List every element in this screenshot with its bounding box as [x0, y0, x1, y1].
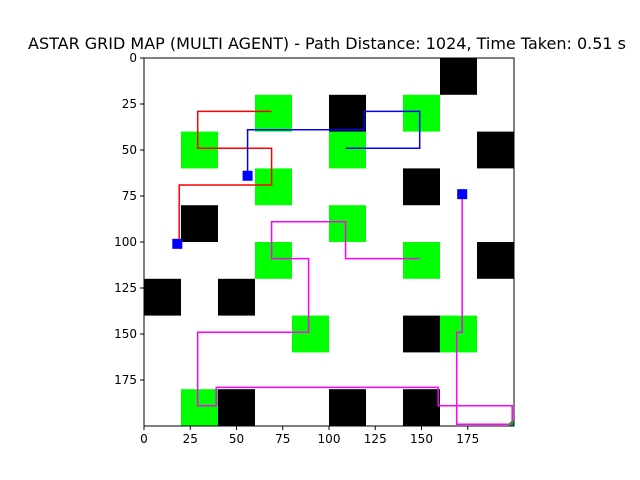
y-tick-label: 150	[114, 327, 137, 341]
obstacle-cell	[144, 278, 181, 316]
x-tick-label: 125	[364, 432, 387, 446]
agent-path-3	[196, 194, 513, 425]
obstacle-cell	[329, 94, 366, 132]
obstacle-cell	[329, 389, 366, 426]
obstacle-cell	[440, 58, 477, 95]
goal-cell	[255, 242, 292, 279]
x-tick-label: 100	[318, 432, 341, 446]
goal-cell	[181, 131, 218, 169]
y-tick-label: 125	[114, 281, 137, 295]
y-tick-label: 175	[114, 373, 137, 387]
goal-cell	[403, 94, 440, 132]
goal-cell	[329, 131, 366, 169]
obstacle-cell	[218, 278, 255, 316]
agent-path-1	[178, 110, 273, 244]
goal-cell	[255, 168, 292, 206]
goal-cell	[292, 315, 329, 353]
y-tick-label: 25	[122, 97, 137, 111]
end-point-marker	[509, 421, 514, 426]
obstacle-cell	[218, 389, 255, 426]
obstacle-cell	[181, 205, 218, 242]
y-tick-label: 0	[129, 51, 137, 65]
goal-cell	[440, 315, 477, 353]
y-tick-label: 75	[122, 189, 137, 203]
agent-start-marker	[457, 189, 468, 200]
plot-area	[144, 58, 514, 426]
x-tick-label: 25	[183, 432, 198, 446]
chart-title: ASTAR GRID MAP (MULTI AGENT) - Path Dist…	[28, 34, 626, 53]
agent-path-2	[246, 110, 421, 176]
agent-start-marker	[242, 170, 253, 181]
obstacle-cell	[403, 389, 440, 426]
y-tick-label: 50	[122, 143, 137, 157]
goal-cell	[329, 205, 366, 242]
x-tick-label: 150	[410, 432, 433, 446]
obstacle-cell	[477, 131, 514, 169]
goal-cell	[403, 242, 440, 279]
goal-cell	[255, 94, 292, 132]
y-tick-label: 100	[114, 235, 137, 249]
x-tick-label: 0	[140, 432, 148, 446]
goal-cell	[181, 389, 218, 426]
x-tick-label: 50	[229, 432, 244, 446]
obstacle-cell	[477, 242, 514, 279]
x-tick-label: 175	[456, 432, 479, 446]
agent-start-marker	[172, 238, 183, 249]
obstacle-cell	[403, 168, 440, 206]
x-tick-label: 75	[275, 432, 290, 446]
obstacle-cell	[403, 315, 440, 353]
